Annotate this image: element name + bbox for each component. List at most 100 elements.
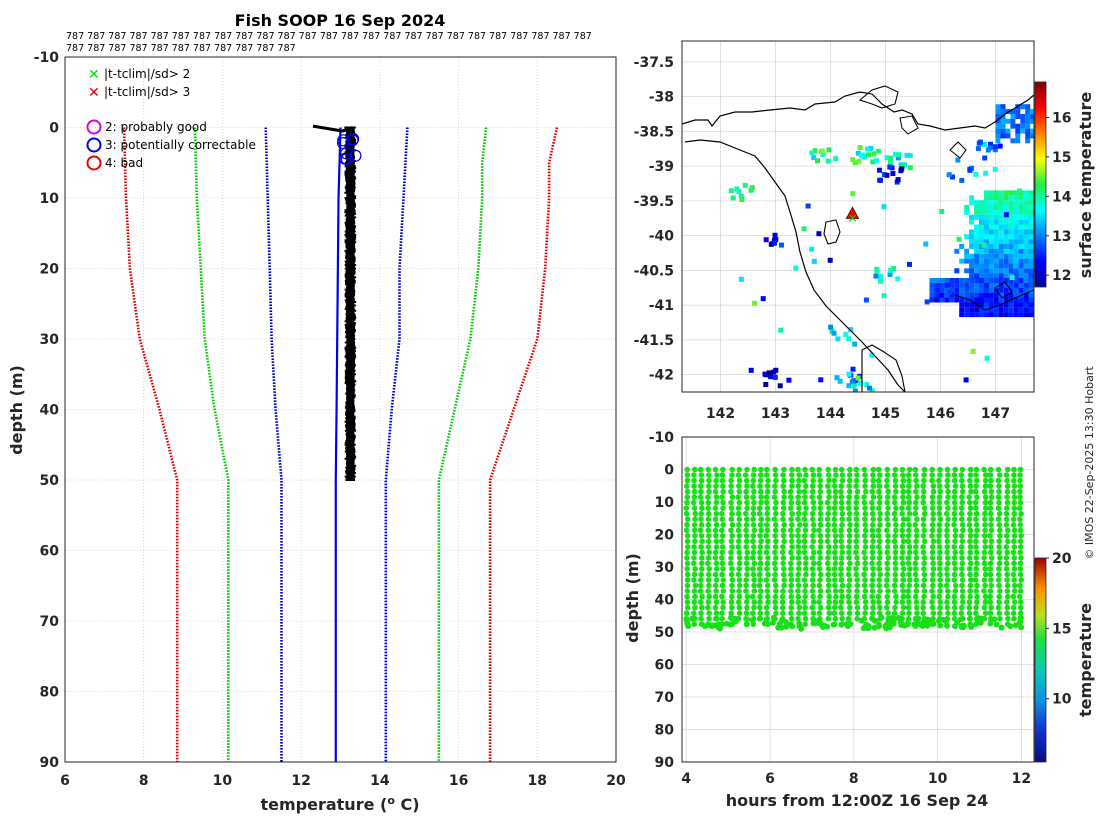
depth-time-point [736,477,743,484]
depth-time-point [966,494,972,500]
depth-time-point [832,488,839,495]
depth-time-point [705,577,712,583]
sst-pixel [900,163,906,169]
depth-time-point [838,621,845,628]
sst-pixel [993,224,999,230]
depth-time-point [920,610,926,616]
depth-time-point [796,488,802,495]
sst-pixel [811,155,817,161]
depth-time-point [699,593,705,600]
sst-pixel [1003,214,1009,220]
sst-pixel [766,370,772,376]
depth-time-point [720,483,726,489]
sst-pixel [969,302,975,308]
map-xtick-label: 146 [926,406,955,422]
depth-time-point [744,616,750,623]
depth-time-point [706,549,712,556]
map-colorbar-tick-label: 14 [1052,189,1072,205]
depth-time-point [981,533,988,539]
depth-time-point [905,538,912,545]
depth-time-point [705,505,711,512]
depth-time-point [801,577,808,583]
depth-time-point [719,477,726,484]
depth-time-point [987,593,993,600]
depth-time-point [772,566,779,572]
sst-pixel [1020,114,1026,119]
sample-location-marker [845,206,860,219]
depth-time-point [684,533,691,539]
map-ytick-label: -38.5 [634,124,674,140]
sst-pixel [1008,253,1014,259]
sst-pixel [1013,205,1019,210]
depth-time-point [824,538,831,545]
depth-time-point [831,610,838,616]
depth-time-point [972,488,979,495]
depth-time-point [913,544,919,550]
depth-time-point [885,555,891,561]
depth-time-point [750,505,757,512]
sst-pixel [969,258,975,264]
sst-pixel [984,200,989,206]
sst-pixel [934,297,940,303]
depth-time-point [1007,623,1014,630]
depth-time-point [995,466,1002,473]
depth-time-point [1003,516,1010,522]
depth-time-point [758,588,764,594]
sst-pixel [984,287,989,293]
depth-time-point [757,533,763,539]
sst-pixel [1008,209,1014,215]
depth-time-point [692,466,698,473]
depth-time-point [698,571,704,578]
depth-time-point [899,510,905,517]
sst-pixel [812,148,818,154]
depth-time-point [736,566,742,572]
sst-pixel [819,148,825,154]
depth-time-point [698,577,704,583]
depth-time-point [943,582,950,589]
depth-time-point [891,610,898,616]
depth-time-point [958,604,965,611]
sst-pixel [1028,307,1034,313]
sst-pixel [1023,292,1029,298]
sst-pixel [998,190,1004,196]
depth-time-point [839,477,846,484]
sst-pixel [984,209,989,215]
depth-time-point [801,477,808,484]
sst-pixel [1003,312,1009,318]
depth-time-point [758,516,764,522]
sst-pixel [1023,239,1029,245]
depth-time-point [728,599,735,605]
depth-time-point [952,588,959,594]
depth-time-point [937,599,944,605]
depth-time-point [832,599,839,605]
sst-pixel [873,273,879,279]
sst-pixel [734,186,740,192]
sst-pixel [907,165,913,171]
sst-pixel [1003,278,1009,283]
depth-time-point [825,615,832,622]
sst-pixel [995,133,1001,139]
depth-time-point [719,472,726,478]
depth-time-point [996,571,1002,578]
depth-time-point [861,571,867,578]
sst-pixel [964,248,970,254]
sst-pixel [1008,214,1014,220]
depth-time-point [712,604,719,611]
sst-pixel [988,200,994,206]
depth-time-point [973,505,979,512]
temperature-colorbar-label: temperature [1076,603,1095,717]
depth-time-point [1011,472,1017,478]
depth-time-point [817,593,823,600]
depth-time-point [788,527,794,534]
depth-time-point [869,533,876,539]
depth-time-point [825,510,831,517]
sst-pixel [993,268,999,274]
depth-time-point [995,516,1002,522]
depth-time-point [713,560,720,567]
depth-time-point [1004,494,1010,500]
depth-time-point [912,571,919,578]
sst-pixel [1025,104,1031,110]
depth-time-point [996,538,1002,545]
depth-time-point [757,505,763,512]
depth-time-point [987,620,994,627]
